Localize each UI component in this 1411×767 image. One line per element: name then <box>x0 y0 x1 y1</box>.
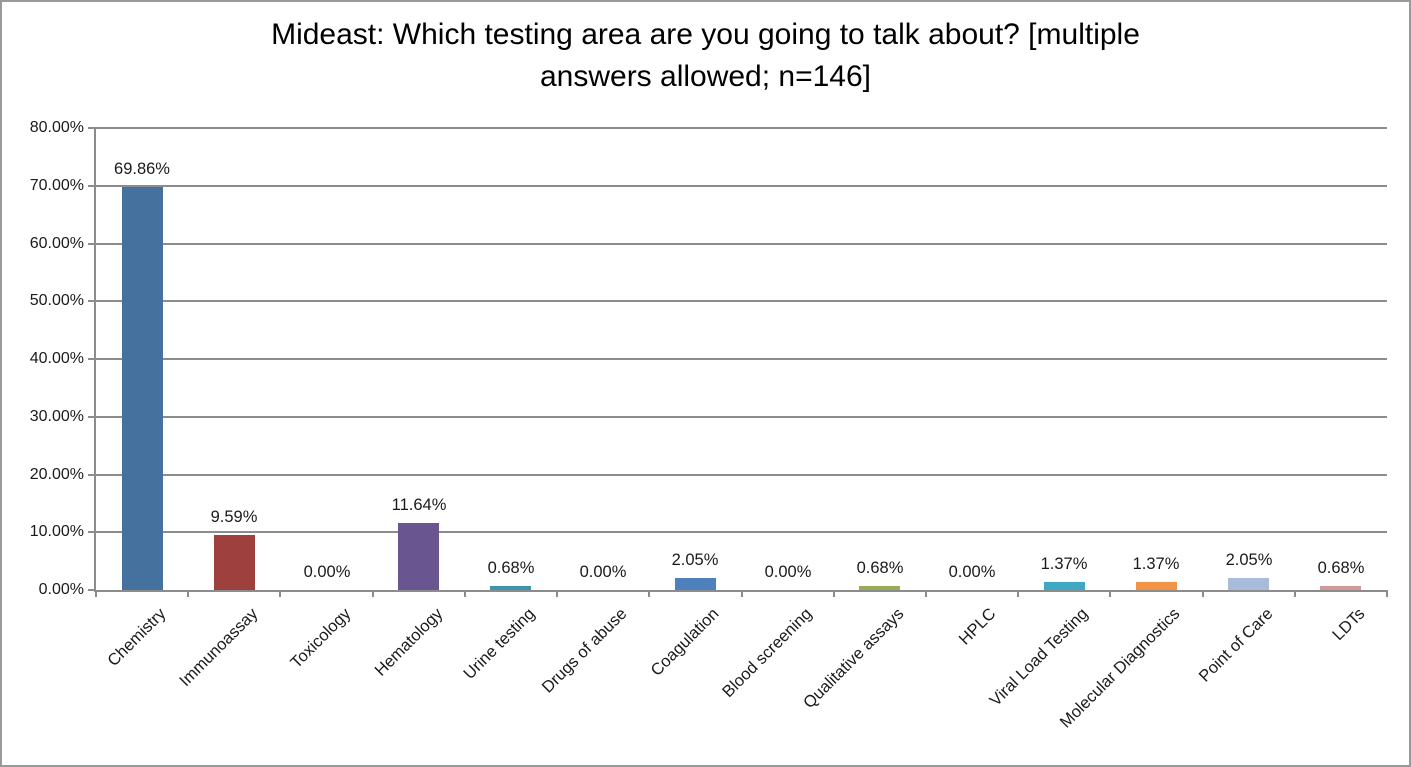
category-label-molecular-diagnostics: Molecular Diagnostics <box>1056 604 1184 732</box>
x-axis-tick-13 <box>1293 590 1296 597</box>
x-axis-tick-10 <box>1017 590 1020 597</box>
value-label-point-of-care: 2.05% <box>1225 551 1273 569</box>
y-axis-tick-60 <box>88 242 96 245</box>
y-axis-tick-70 <box>88 184 96 187</box>
y-axis-label-30.00%: 30.00% <box>29 407 84 425</box>
bar-ldts <box>1320 586 1361 590</box>
plot-area <box>96 127 1387 590</box>
x-axis-tick-1 <box>187 590 190 597</box>
value-label-molecular-diagnostics: 1.37% <box>1132 555 1180 573</box>
category-label-point-of-care: Point of Care <box>1195 604 1277 686</box>
value-label-immunoassay: 9.59% <box>210 508 258 526</box>
bar-urine-testing <box>490 586 531 590</box>
y-axis-label-0.00%: 0.00% <box>38 581 84 598</box>
x-axis-tick-6 <box>648 590 651 597</box>
category-label-qualitative-assays: Qualitative assays <box>800 604 908 713</box>
y-axis-tick-40 <box>88 358 96 360</box>
y-axis-label-70.00%: 70.00% <box>29 176 84 194</box>
bar-chemistry <box>122 187 163 590</box>
category-label-chemistry: Chemistry <box>104 604 170 670</box>
value-label-toxicology: 0.00% <box>303 563 351 581</box>
chart-title-line1: Mideast: Which testing area are you goin… <box>271 18 1140 51</box>
x-axis-tick-7 <box>740 590 743 597</box>
category-label-hematology: Hematology <box>371 604 447 680</box>
bar-qualitative-assays <box>859 586 900 590</box>
category-label-viral-load-testing: Viral Load Testing <box>986 604 1092 710</box>
value-label-viral-load-testing: 1.37% <box>1040 555 1088 573</box>
value-label-hplc: 0.00% <box>948 563 996 581</box>
gridline-50 <box>96 300 1387 303</box>
x-axis-tick-0 <box>95 590 97 597</box>
chart-title: Mideast: Which testing area are you goin… <box>2 14 1409 98</box>
y-axis-tick-80 <box>88 127 96 129</box>
category-label-hplc: HPLC <box>955 604 1000 649</box>
category-label-toxicology: Toxicology <box>287 604 355 672</box>
gridline-70 <box>96 184 1387 187</box>
y-axis-tick-10 <box>88 531 96 534</box>
bar-coagulation <box>675 578 716 590</box>
gridline-20 <box>96 473 1387 476</box>
x-axis-tick-11 <box>1109 590 1112 597</box>
y-axis-label-50.00%: 50.00% <box>29 292 84 310</box>
chart-title-line2: answers allowed; n=146] <box>539 60 872 93</box>
gridline-30 <box>96 415 1387 418</box>
bar-viral-load-testing <box>1044 582 1085 590</box>
y-axis-label-20.00%: 20.00% <box>29 465 84 483</box>
gridline-10 <box>96 531 1387 534</box>
value-label-chemistry: 69.86% <box>114 160 170 178</box>
value-label-hematology: 11.64% <box>391 496 447 514</box>
category-label-immunoassay: Immunoassay <box>176 604 262 691</box>
x-axis-tick-12 <box>1201 590 1204 597</box>
bar-hematology <box>398 523 439 590</box>
bar-molecular-diagnostics <box>1136 582 1177 590</box>
x-axis-tick-4 <box>463 590 466 597</box>
y-axis-label-40.00%: 40.00% <box>29 350 84 367</box>
y-axis-tick-0 <box>88 589 96 591</box>
gridline-60 <box>96 242 1387 245</box>
x-axis-tick-3 <box>371 590 374 597</box>
y-axis-line <box>94 128 96 592</box>
category-label-coagulation: Coagulation <box>647 604 723 680</box>
category-label-urine-testing: Urine testing <box>460 604 539 683</box>
y-axis-label-10.00%: 10.00% <box>29 523 84 541</box>
category-label-blood-screening: Blood screening <box>719 604 816 702</box>
x-axis-tick-2 <box>279 590 282 597</box>
x-axis-tick-9 <box>924 590 927 597</box>
x-axis-tick-14 <box>1386 590 1388 597</box>
y-axis-tick-50 <box>88 300 96 303</box>
value-label-qualitative-assays: 0.68% <box>856 559 904 577</box>
y-axis-label-60.00%: 60.00% <box>29 234 84 252</box>
value-label-blood-screening: 0.00% <box>764 563 812 581</box>
value-label-drugs-of-abuse: 0.00% <box>579 563 627 581</box>
value-label-ldts: 0.68% <box>1317 559 1365 577</box>
gridline-80 <box>96 127 1387 129</box>
category-label-ldts: LDTs <box>1329 604 1369 645</box>
category-label-drugs-of-abuse: Drugs of abuse <box>538 604 631 697</box>
y-axis-tick-20 <box>88 473 96 476</box>
value-label-coagulation: 2.05% <box>671 551 719 569</box>
y-axis-tick-30 <box>88 415 96 418</box>
value-label-urine-testing: 0.68% <box>487 559 535 577</box>
y-axis-label-80.00%: 80.00% <box>29 119 84 136</box>
bar-point-of-care <box>1228 578 1269 590</box>
bar-immunoassay <box>214 535 255 590</box>
x-axis-tick-8 <box>832 590 835 597</box>
x-axis-tick-5 <box>556 590 559 597</box>
gridline-40 <box>96 358 1387 360</box>
